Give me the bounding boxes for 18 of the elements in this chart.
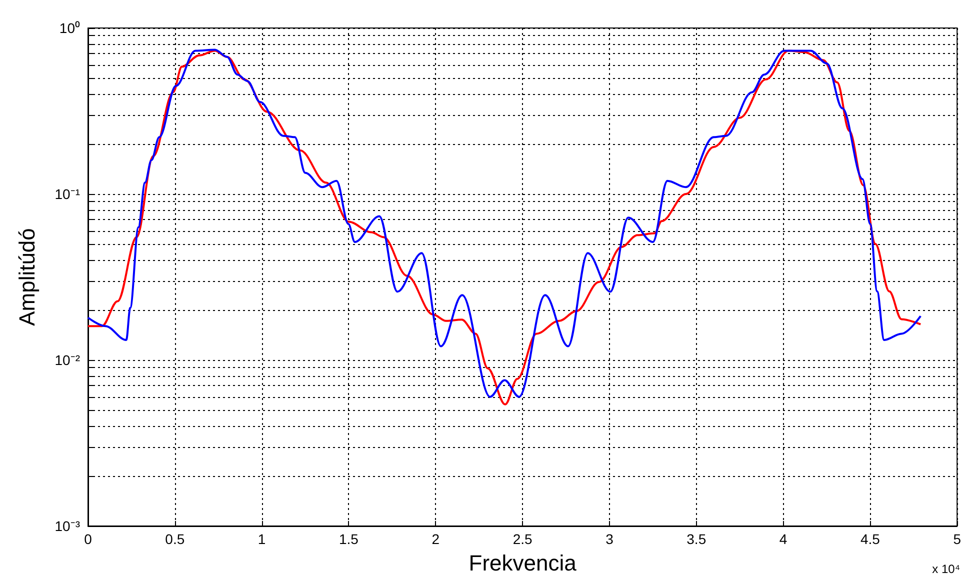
y-axis-title: Amplitúdó [14, 228, 40, 326]
x-tick-label: 3.5 [686, 531, 706, 547]
x-tick-label: 3 [606, 531, 614, 547]
text: x 10⁴ [932, 562, 960, 576]
x-axis-title: Frekvencia [468, 550, 578, 576]
x-tick-label: 4 [779, 531, 788, 547]
x-tick-label: 2.5 [512, 531, 532, 547]
y-tick-label: 10⁻³ [54, 518, 80, 534]
x-tick-label: 1.5 [339, 531, 359, 547]
y-tick-label: 10⁻² [54, 352, 80, 368]
x-tick-label: 2 [432, 531, 440, 547]
y-tick-label: 10⁻¹ [54, 186, 80, 202]
x-tick-label: 5 [953, 531, 962, 547]
x-tick-label: 0.5 [165, 531, 185, 547]
x-tick-label: 0 [84, 531, 92, 547]
x-tick-label: 4.5 [860, 531, 880, 547]
x-tick-label: 1 [258, 531, 266, 547]
y-tick-label: 10⁰ [59, 20, 80, 36]
